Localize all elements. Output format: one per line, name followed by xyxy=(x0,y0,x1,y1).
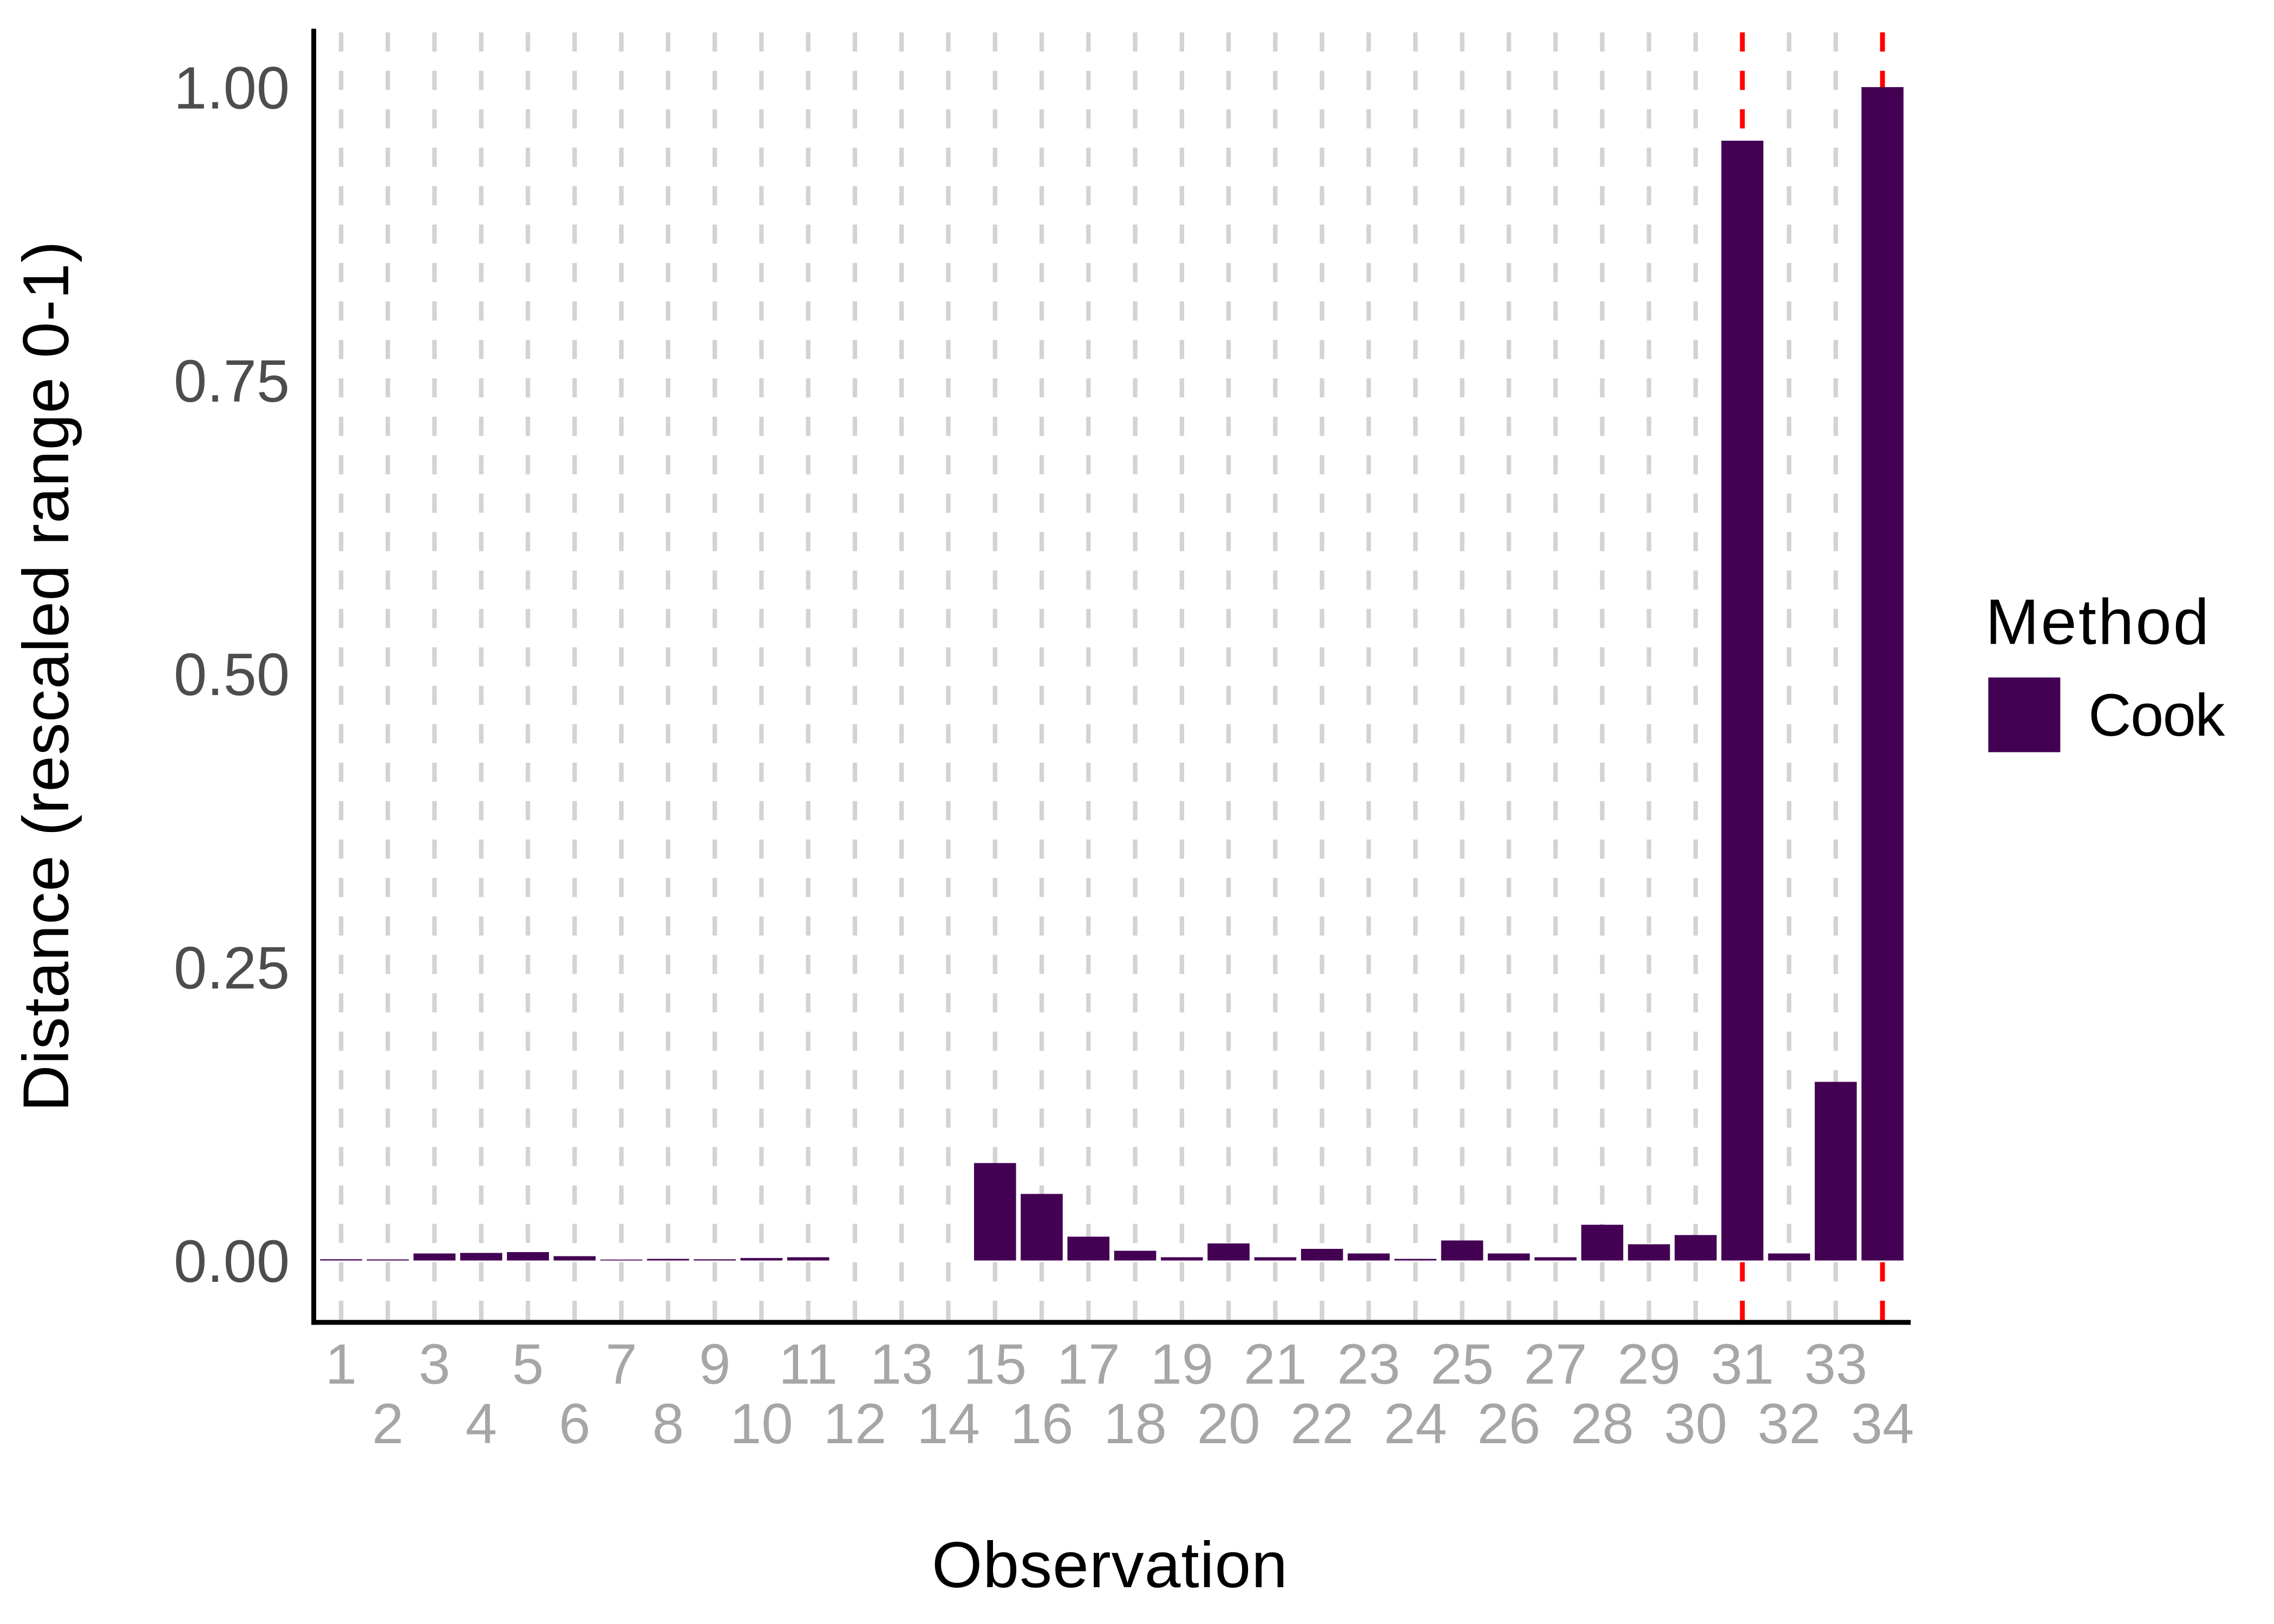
svg-text:0.50: 0.50 xyxy=(174,641,290,708)
svg-text:10: 10 xyxy=(730,1392,793,1456)
svg-text:14: 14 xyxy=(917,1392,980,1456)
svg-text:17: 17 xyxy=(1057,1333,1120,1396)
svg-text:2: 2 xyxy=(372,1392,403,1456)
svg-text:26: 26 xyxy=(1477,1392,1540,1456)
svg-text:0.25: 0.25 xyxy=(174,935,290,1001)
svg-text:33: 33 xyxy=(1804,1333,1867,1396)
svg-text:23: 23 xyxy=(1337,1333,1401,1396)
svg-text:13: 13 xyxy=(870,1333,933,1396)
svg-text:22: 22 xyxy=(1290,1392,1354,1456)
svg-text:27: 27 xyxy=(1524,1333,1587,1396)
svg-text:9: 9 xyxy=(699,1333,730,1396)
svg-text:12: 12 xyxy=(824,1392,887,1456)
svg-text:21: 21 xyxy=(1244,1333,1307,1396)
svg-text:1.00: 1.00 xyxy=(174,55,290,121)
svg-text:7: 7 xyxy=(605,1333,637,1396)
svg-text:29: 29 xyxy=(1617,1333,1681,1396)
svg-text:Cook: Cook xyxy=(2088,682,2225,749)
svg-text:24: 24 xyxy=(1384,1392,1447,1456)
svg-text:1: 1 xyxy=(325,1333,357,1396)
svg-text:31: 31 xyxy=(1711,1333,1774,1396)
svg-text:28: 28 xyxy=(1571,1392,1634,1456)
svg-text:Method: Method xyxy=(1985,586,2211,658)
svg-text:0.00: 0.00 xyxy=(174,1228,290,1295)
svg-text:19: 19 xyxy=(1151,1333,1214,1396)
svg-text:4: 4 xyxy=(466,1392,497,1456)
svg-text:20: 20 xyxy=(1197,1392,1260,1456)
svg-text:3: 3 xyxy=(419,1333,450,1396)
svg-text:25: 25 xyxy=(1430,1333,1494,1396)
svg-text:6: 6 xyxy=(559,1392,590,1456)
svg-text:15: 15 xyxy=(963,1333,1027,1396)
svg-text:0.75: 0.75 xyxy=(174,348,290,415)
svg-text:30: 30 xyxy=(1664,1392,1727,1456)
svg-text:8: 8 xyxy=(652,1392,684,1456)
svg-text:Distance (rescaled range 0-1): Distance (rescaled range 0-1) xyxy=(10,240,82,1112)
svg-text:18: 18 xyxy=(1103,1392,1167,1456)
svg-text:11: 11 xyxy=(779,1333,838,1396)
svg-text:16: 16 xyxy=(1010,1392,1074,1456)
svg-text:32: 32 xyxy=(1757,1392,1821,1456)
svg-text:5: 5 xyxy=(512,1333,544,1396)
svg-text:Observation: Observation xyxy=(932,1529,1288,1601)
svg-text:34: 34 xyxy=(1851,1392,1914,1456)
